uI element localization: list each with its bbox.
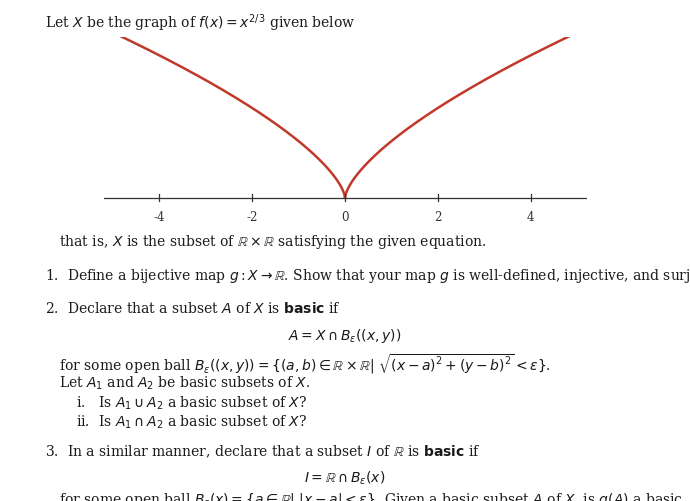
Text: that is, $X$ is the subset of $\mathbb{R} \times \mathbb{R}$ satisfying the give: that is, $X$ is the subset of $\mathbb{R… <box>59 233 486 251</box>
Text: -4: -4 <box>153 210 165 223</box>
Text: 0: 0 <box>342 210 348 223</box>
Text: 4: 4 <box>527 210 535 223</box>
Text: for some open ball $B_\epsilon(x) = \{a \in \mathbb{R}|\ |x - a| < \epsilon\}$. : for some open ball $B_\epsilon(x) = \{a … <box>59 490 682 501</box>
Text: for some open ball $B_\epsilon((x, y)) = \{(a, b) \in \mathbb{R} \times \mathbb{: for some open ball $B_\epsilon((x, y)) =… <box>59 352 551 375</box>
Text: Let $A_1$ and $A_2$ be basic subsets of $X$.: Let $A_1$ and $A_2$ be basic subsets of … <box>59 374 310 391</box>
Text: ii.  Is $A_1 \cap A_2$ a basic subset of $X$?: ii. Is $A_1 \cap A_2$ a basic subset of … <box>76 413 307 430</box>
Text: 2.  Declare that a subset $A$ of $X$ is $\bf{basic}$ if: 2. Declare that a subset $A$ of $X$ is $… <box>45 301 341 316</box>
Text: $I = \mathbb{R} \cap B_\epsilon(x)$: $I = \mathbb{R} \cap B_\epsilon(x)$ <box>304 468 386 486</box>
Text: 3.  In a similar manner, declare that a subset $I$ of $\mathbb{R}$ is $\bf{basic: 3. In a similar manner, declare that a s… <box>45 443 480 459</box>
Text: Let $X$ be the graph of $f(x) = x^{2/3}$ given below: Let $X$ be the graph of $f(x) = x^{2/3}$… <box>45 13 355 34</box>
Text: 2: 2 <box>434 210 442 223</box>
Text: i.   Is $A_1 \cup A_2$ a basic subset of $X$?: i. Is $A_1 \cup A_2$ a basic subset of $… <box>76 394 307 411</box>
Text: $A = X \cap B_\epsilon((x, y))$: $A = X \cap B_\epsilon((x, y))$ <box>288 327 402 345</box>
Text: -2: -2 <box>246 210 258 223</box>
Text: 1.  Define a bijective map $g : X \rightarrow \mathbb{R}$. Show that your map $g: 1. Define a bijective map $g : X \righta… <box>45 267 690 285</box>
